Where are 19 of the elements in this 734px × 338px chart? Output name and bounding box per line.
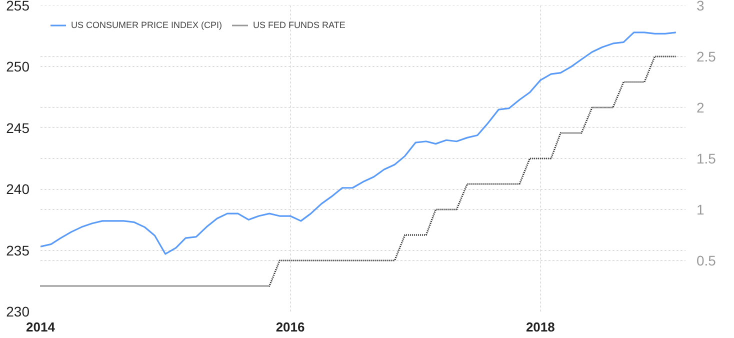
x-tick-label: 2014	[26, 320, 56, 334]
y-tick-label: 250	[6, 58, 30, 75]
line-series	[40, 32, 677, 255]
x-tick-label: 2016	[276, 320, 305, 334]
y2-tick-label: 2	[696, 100, 704, 116]
y-tick-label: 255	[6, 0, 30, 14]
legend-label: US FED FUNDS RATE	[253, 20, 346, 30]
y2-tick-label: 1.5	[696, 150, 716, 166]
y-tick-label: 230	[6, 304, 30, 320]
line-series	[40, 56, 677, 287]
y2-tick-label: 0.5	[696, 252, 716, 268]
y2-tick-label: 3	[696, 0, 704, 14]
y-tick-label: 245	[6, 120, 30, 136]
y-tick-label: 235	[6, 242, 30, 258]
y2-tick-label: 1	[696, 202, 704, 218]
legend-label: US CONSUMER PRICE INDEX (CPI)	[71, 20, 222, 30]
x-tick-label: 2018	[526, 320, 555, 334]
y2-tick-label: 2.5	[696, 48, 716, 64]
y-tick-label: 240	[6, 181, 30, 198]
